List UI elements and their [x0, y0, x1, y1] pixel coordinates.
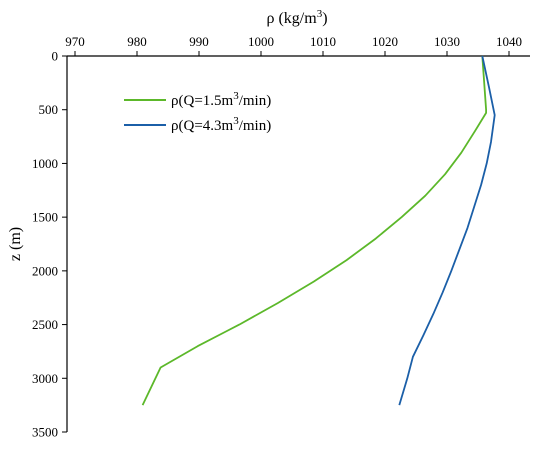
x-axis-title: ρ (kg/m3): [266, 8, 327, 27]
legend-label-2: ρ(Q=4.3m3/min): [171, 115, 271, 134]
series-line-1: [141, 55, 488, 406]
legend: ρ(Q=1.5m3/min) ρ(Q=4.3m3/min): [124, 90, 271, 134]
y-tick-label: 0: [52, 49, 59, 64]
y-tick-label: 2000: [32, 263, 58, 278]
x-tick-label: 980: [127, 34, 147, 49]
x-tick-label: 1020: [372, 34, 398, 49]
x-tick-label: 1010: [310, 34, 336, 49]
x-tick-label: 1030: [434, 34, 460, 49]
series-line-2: [398, 55, 496, 406]
series-lines: [141, 55, 496, 406]
x-tick-label: 1000: [248, 34, 274, 49]
y-tick-label: 1000: [32, 156, 58, 171]
legend-label-1: ρ(Q=1.5m3/min): [171, 90, 271, 109]
y-tick-label: 2500: [32, 317, 58, 332]
x-axis-ticks: 970 980 990 1000 1010 1020 1030 1040: [65, 34, 522, 56]
y-axis-title: z (m): [7, 227, 24, 261]
y-tick-label: 500: [39, 102, 59, 117]
y-tick-label: 3000: [32, 371, 58, 386]
x-tick-label: 970: [65, 34, 85, 49]
y-tick-label: 1500: [32, 210, 58, 225]
y-axis-ticks: 0 500 1000 1500 2000 2500 3000 3500: [32, 49, 67, 440]
x-tick-label: 1040: [496, 34, 522, 49]
y-tick-label: 3500: [32, 425, 58, 440]
x-tick-label: 990: [189, 34, 209, 49]
